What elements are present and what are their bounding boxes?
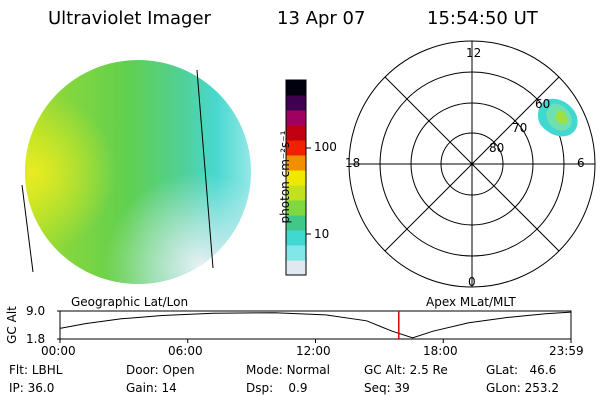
timeline-ytick-1-8: 1.8 xyxy=(26,332,46,346)
timeline-xtick-end: 23:59 xyxy=(549,344,584,358)
earth-image xyxy=(21,60,251,284)
aurora-patch xyxy=(538,98,578,137)
ip-info: IP: 36.0 xyxy=(9,381,55,395)
timeline-xtick-18: 18:00 xyxy=(423,344,458,358)
dsp-info: Dsp: 0.9 xyxy=(246,381,308,395)
colorbar-swatch xyxy=(286,95,306,111)
gain-value: 14 xyxy=(161,381,177,395)
lat-label-80: 80 xyxy=(489,141,505,155)
timeline-xtick-12: 12:00 xyxy=(296,344,331,358)
timeline-left-label: Geographic Lat/Lon xyxy=(71,295,189,309)
instrument-title: Ultraviolet Imager xyxy=(48,8,211,29)
colorbar-swatch xyxy=(286,125,306,141)
gain-info: Gain: 14 xyxy=(126,381,177,395)
colorbar-swatch xyxy=(286,110,306,126)
colorbar-swatch xyxy=(286,245,306,261)
seq-value: 39 xyxy=(394,381,410,395)
mode-info: Mode: Normal xyxy=(246,363,330,377)
mlt-label-18: 18 xyxy=(345,156,361,170)
colorbar-swatch xyxy=(286,155,306,171)
filter-value: LBHL xyxy=(31,363,63,377)
door-info: Door: Open xyxy=(126,363,195,377)
glon-info: GLon: 253.2 xyxy=(486,381,559,395)
timeline-ytick-9: 9.0 xyxy=(26,304,46,318)
mlt-label-6: 6 xyxy=(577,156,585,170)
ip-value: 36.0 xyxy=(27,381,55,395)
colorbar-swatch xyxy=(286,230,306,246)
dsp-value: 0.9 xyxy=(288,381,308,395)
colorbar-unit-label: photon cm⁻²s⁻¹ xyxy=(278,130,292,224)
colorbar-swatch xyxy=(286,215,306,231)
color-bar xyxy=(285,79,307,276)
lat-label-70: 70 xyxy=(512,121,528,135)
gc-alt-info: GC Alt: 2.5 Re xyxy=(364,363,448,377)
door-value: Open xyxy=(162,363,195,377)
date-label: 13 Apr 07 xyxy=(277,8,366,29)
timeline-right-label: Apex MLat/MLT xyxy=(426,295,516,309)
timeline-xtick-0: 00:00 xyxy=(41,344,76,358)
lat-label-60: 60 xyxy=(535,97,551,111)
glat-value: 46.6 xyxy=(529,363,557,377)
colorbar-label-100: 100 xyxy=(314,140,337,154)
colorbar-swatch xyxy=(286,260,306,276)
polar-plot xyxy=(348,40,596,288)
timeline-plot xyxy=(57,310,572,343)
timeline-ylabel: GC Alt xyxy=(5,306,19,344)
mlt-label-12: 12 xyxy=(466,46,482,60)
colorbar-swatch xyxy=(286,140,306,156)
colorbar-swatch xyxy=(286,200,306,216)
colorbar-swatch xyxy=(286,170,306,186)
timeline-xtick-6: 06:00 xyxy=(168,344,203,358)
glon-value: 253.2 xyxy=(524,381,559,395)
time-label: 15:54:50 UT xyxy=(427,8,538,29)
filter-info: Flt: LBHL xyxy=(9,363,63,377)
colorbar-swatch xyxy=(286,185,306,201)
glat-info: GLat: 46.6 xyxy=(486,363,557,377)
colorbar-label-10: 10 xyxy=(314,227,330,241)
mlt-label-0: 0 xyxy=(468,275,476,289)
seq-info: Seq: 39 xyxy=(364,381,410,395)
colorbar-swatch xyxy=(286,80,306,96)
gc-alt-value: 2.5 Re xyxy=(409,363,448,377)
mode-value: Normal xyxy=(286,363,330,377)
